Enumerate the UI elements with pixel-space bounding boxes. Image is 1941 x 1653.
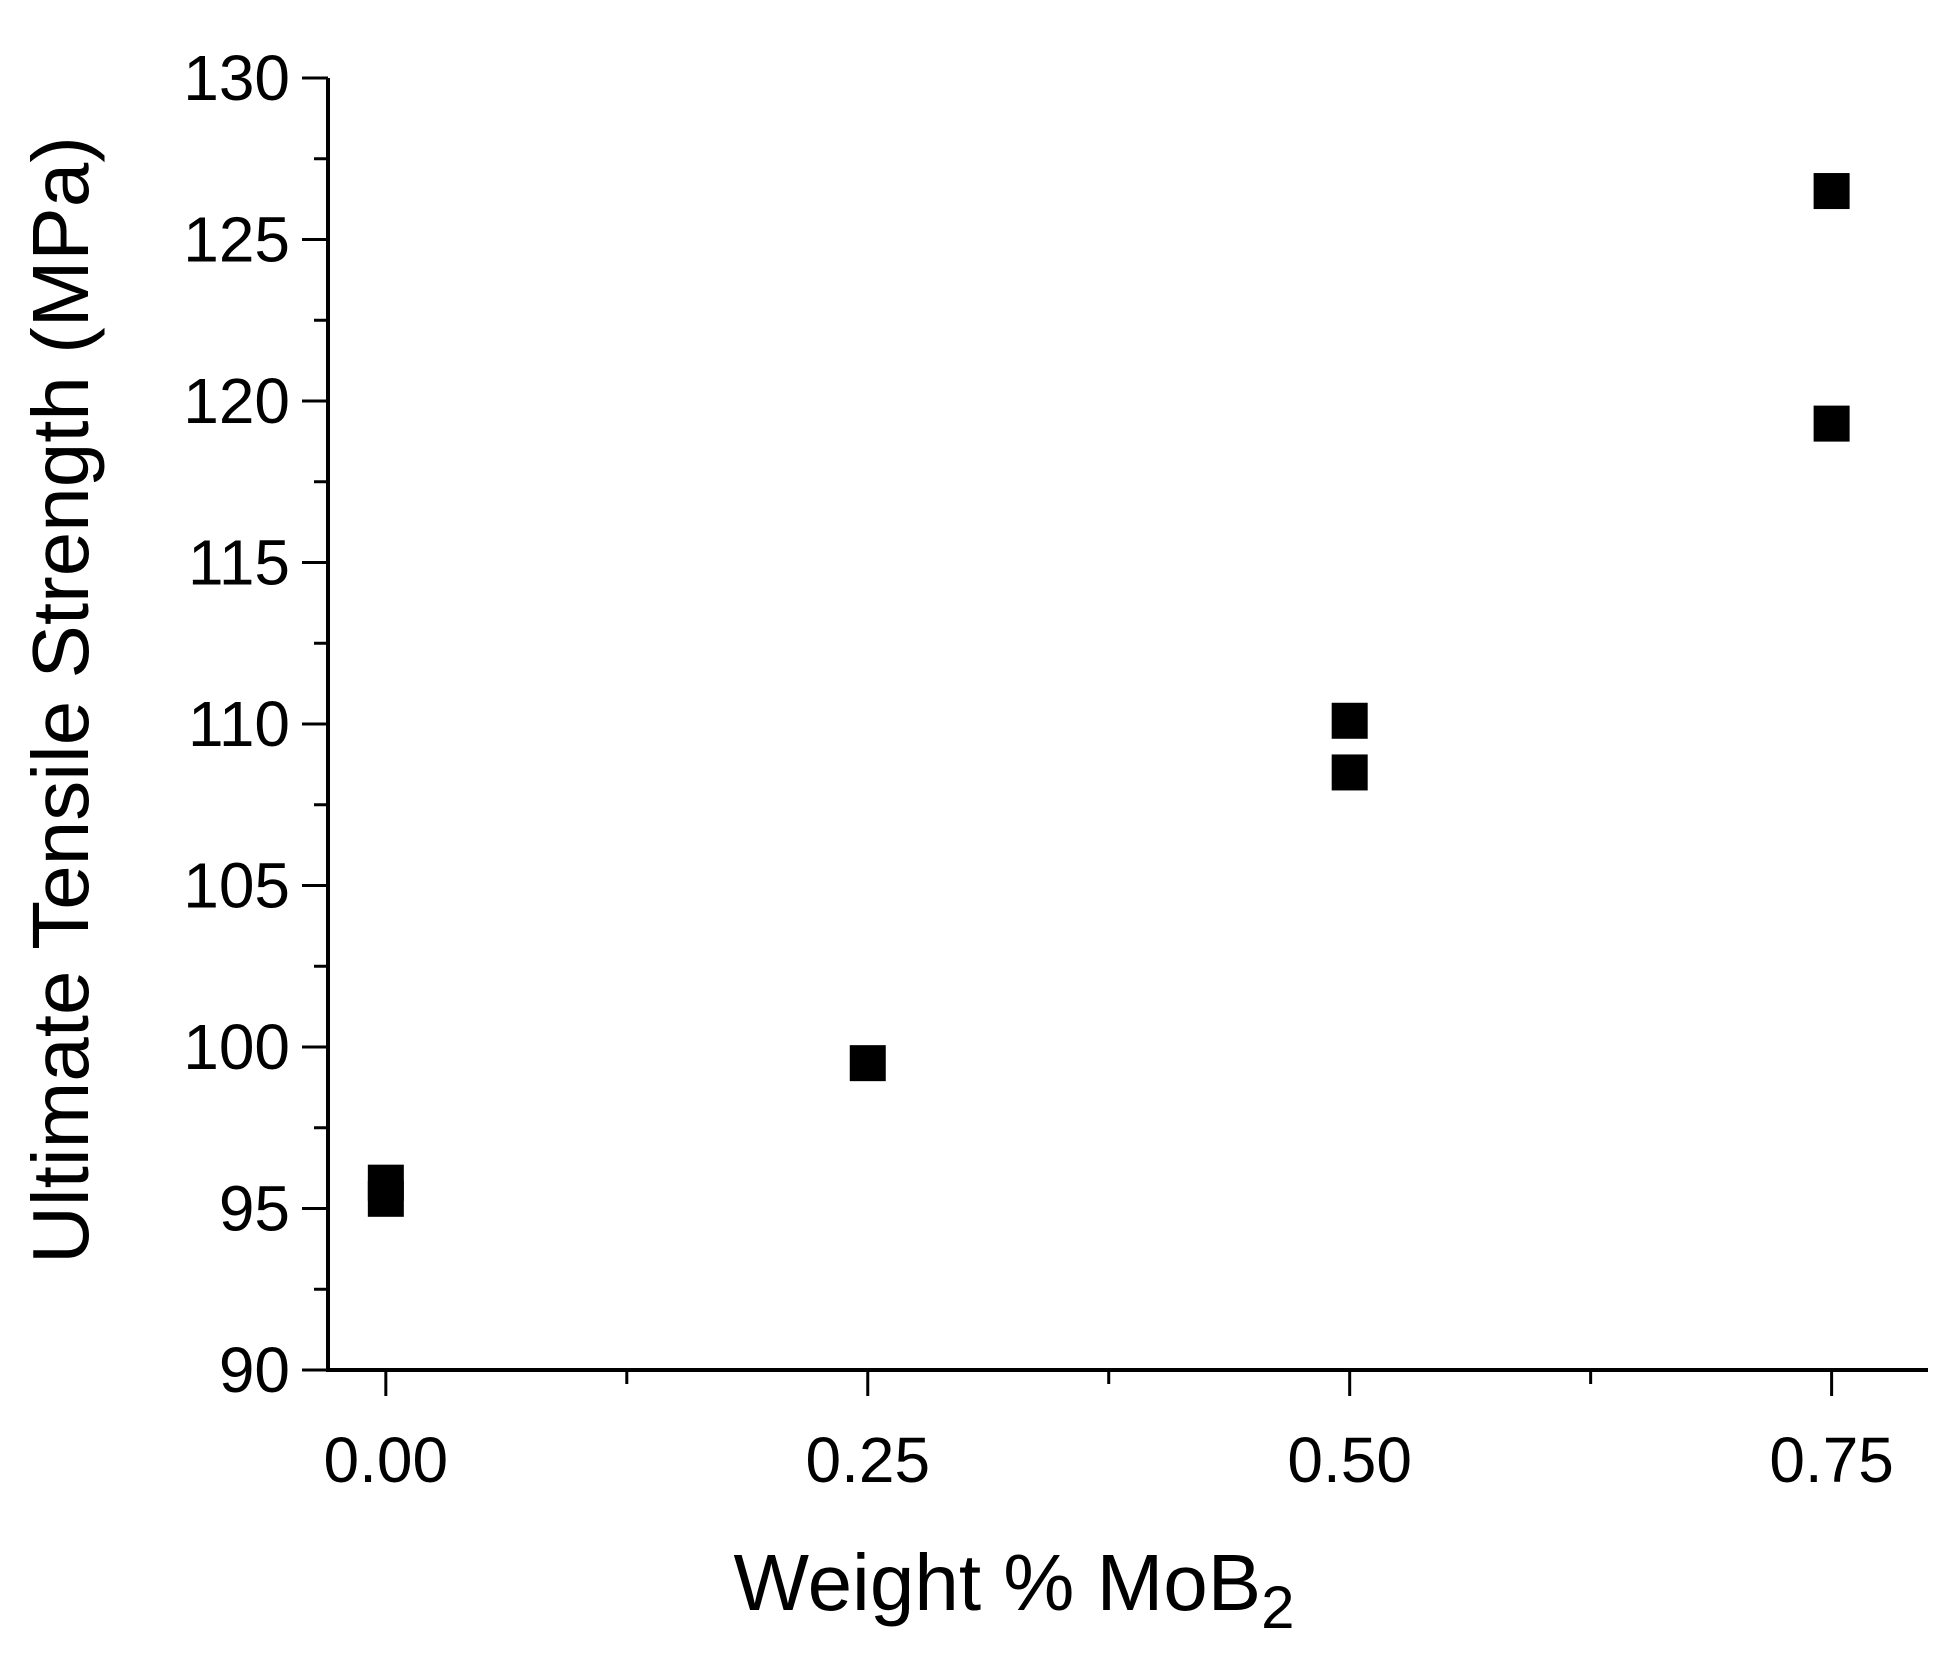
y-tick-label: 125 — [183, 204, 290, 276]
y-tick-label: 90 — [219, 1334, 290, 1406]
data-points — [367, 173, 1850, 1217]
x-tick-label: 0.25 — [805, 1424, 930, 1496]
data-point — [367, 1164, 404, 1201]
data-point — [1813, 405, 1850, 442]
y-tick-label: 110 — [188, 688, 290, 760]
x-axis-title: Weight % MoB2 — [734, 1538, 1295, 1641]
data-point — [849, 1045, 886, 1082]
ticks — [302, 76, 1834, 1396]
x-tick-label: 0.00 — [324, 1424, 449, 1496]
x-axis-title-main: Weight % MoB — [734, 1538, 1262, 1627]
y-tick-label: 95 — [219, 1173, 290, 1245]
x-tick-label: 0.50 — [1287, 1424, 1412, 1496]
x-tick-label: 0.75 — [1769, 1424, 1894, 1496]
tick-labels: 90 95 100 105 110 115 120 125 130 0.00 0.25 0.50 0.7… — [183, 42, 1894, 1496]
axes — [326, 78, 1928, 1372]
data-point — [1331, 702, 1368, 739]
y-tick-label: 130 — [183, 42, 290, 114]
y-tick-label: 100 — [183, 1011, 290, 1083]
data-point — [1813, 173, 1850, 210]
y-tick-label: 115 — [188, 527, 290, 599]
y-tick-label: 120 — [183, 365, 290, 437]
x-axis-title-subscript: 2 — [1261, 1574, 1294, 1641]
y-axis-title: Ultimate Tensile Strength (MPa) — [16, 136, 105, 1264]
y-tick-label: 105 — [183, 850, 290, 922]
data-point — [1331, 754, 1368, 791]
